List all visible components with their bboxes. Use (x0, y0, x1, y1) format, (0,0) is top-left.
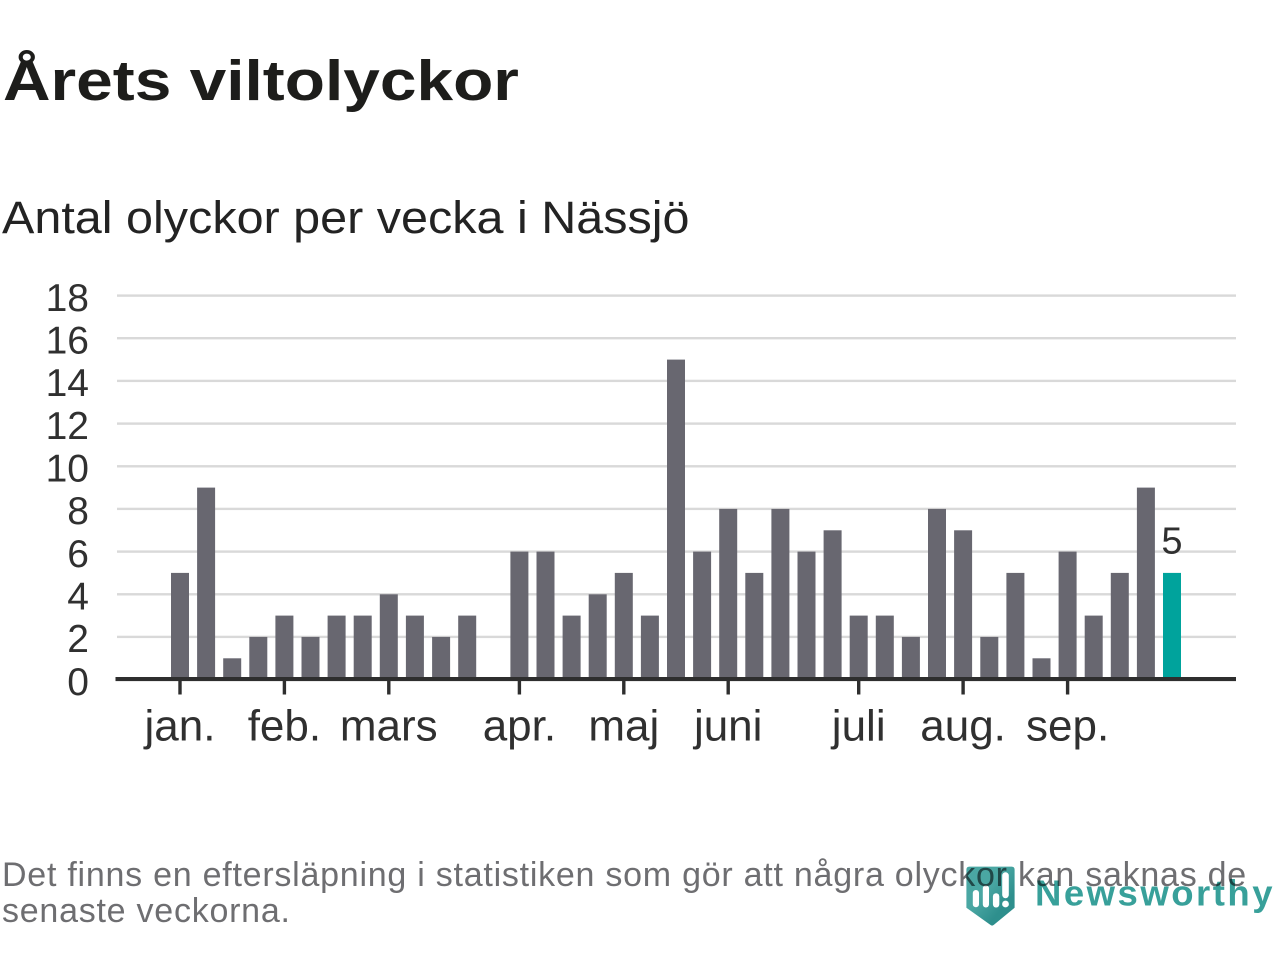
svg-text:14: 14 (46, 362, 89, 405)
svg-text:aug.: aug. (920, 702, 1006, 751)
svg-text:juni: juni (692, 702, 763, 751)
svg-text:feb.: feb. (248, 702, 321, 751)
svg-text:4: 4 (67, 576, 89, 619)
svg-text:Newsworthy: Newsworthy (1035, 873, 1275, 914)
svg-text:jan.: jan. (143, 702, 216, 751)
svg-text:6: 6 (67, 533, 89, 576)
svg-text:maj: maj (588, 702, 659, 751)
svg-text:0: 0 (67, 661, 89, 704)
svg-text:12: 12 (46, 405, 89, 448)
svg-text:10: 10 (46, 448, 89, 491)
svg-text:mars: mars (340, 702, 438, 751)
svg-text:16: 16 (46, 320, 89, 363)
svg-text:5: 5 (1161, 521, 1182, 563)
svg-text:8: 8 (67, 490, 89, 533)
svg-text:18: 18 (46, 277, 89, 320)
svg-text:juli: juli (830, 702, 886, 751)
svg-text:2: 2 (67, 618, 89, 661)
svg-text:sep.: sep. (1026, 702, 1109, 751)
svg-text:apr.: apr. (483, 702, 556, 751)
